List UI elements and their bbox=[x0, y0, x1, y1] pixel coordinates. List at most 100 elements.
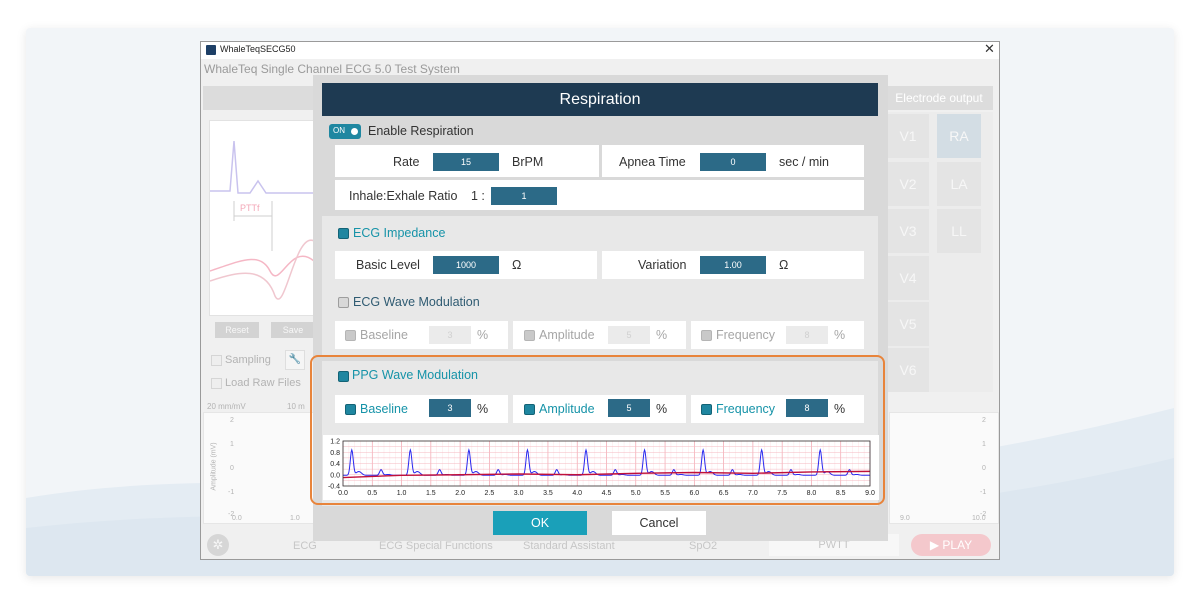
lead-v1[interactable]: V1 bbox=[887, 114, 929, 158]
ppg-frequency-label: Frequency bbox=[716, 402, 776, 416]
tab-ecg-special-functions[interactable]: ECG Special Functions bbox=[379, 540, 493, 552]
ecg-amplitude-input[interactable]: 5 bbox=[608, 326, 650, 344]
ppg-frequency-checkbox[interactable] bbox=[701, 404, 712, 415]
ppg-baseline-input[interactable]: 3 bbox=[429, 399, 471, 417]
reset-button[interactable]: Reset bbox=[215, 322, 259, 338]
lead-ll[interactable]: LL bbox=[937, 209, 981, 253]
x-tick-label: 2.0 bbox=[455, 490, 465, 497]
scale-20-option[interactable]: 20 mm/mV bbox=[207, 402, 246, 411]
lead-ra[interactable]: RA bbox=[937, 114, 981, 158]
electrode-grid: V1 V2 V3 V4 V5 V6 RA LA LL bbox=[883, 112, 993, 392]
wrench-icon[interactable]: 🔧 bbox=[285, 350, 305, 370]
ecg-amplitude-row bbox=[513, 321, 686, 349]
tab-standard-assistant[interactable]: Standard Assistant bbox=[523, 540, 615, 552]
x-tick-label: 5.0 bbox=[631, 490, 641, 497]
respiration-toggle[interactable]: ON bbox=[329, 124, 361, 139]
ok-button[interactable]: OK bbox=[493, 511, 587, 535]
ecg-frequency-checkbox[interactable] bbox=[701, 330, 712, 341]
chart-y-ticks: 1.2 0.8 0.4 0.0 -0.4 bbox=[328, 439, 340, 491]
ecg-wave-mod-checkbox[interactable] bbox=[338, 297, 349, 308]
enable-respiration-label: Enable Respiration bbox=[368, 124, 474, 138]
play-button[interactable]: ▶ PLAY bbox=[911, 534, 991, 556]
rate-unit: BrPM bbox=[512, 155, 544, 169]
lead-v6[interactable]: V6 bbox=[887, 348, 929, 392]
apnea-time-unit: sec / min bbox=[779, 155, 830, 169]
lead-v3[interactable]: V3 bbox=[887, 209, 929, 253]
ppg-frequency-input[interactable]: 8 bbox=[786, 399, 828, 417]
apnea-time-input[interactable]: 0 bbox=[700, 153, 766, 171]
rate-input[interactable]: 15 bbox=[433, 153, 499, 171]
y-tick-label: 0.0 bbox=[330, 472, 340, 479]
ppg-baseline-checkbox[interactable] bbox=[345, 404, 356, 415]
x-tick-label: 3.0 bbox=[514, 490, 524, 497]
save-button[interactable]: Save bbox=[271, 322, 315, 338]
tab-spo2[interactable]: SpO2 bbox=[689, 540, 718, 552]
ecg-baseline-checkbox[interactable] bbox=[345, 330, 356, 341]
ppg-baseline-row bbox=[335, 395, 508, 423]
dialog-title: Respiration bbox=[322, 83, 878, 116]
ratio-row bbox=[335, 180, 864, 210]
y-tick-label: 0.8 bbox=[330, 450, 340, 457]
lead-v5[interactable]: V5 bbox=[887, 302, 929, 346]
left-x-tick: 0.0 bbox=[232, 515, 242, 522]
right-y-tick: -2 bbox=[980, 511, 987, 518]
tab-ecg[interactable]: ECG bbox=[293, 540, 317, 552]
lead-la[interactable]: LA bbox=[937, 162, 981, 206]
variation-label: Variation bbox=[638, 258, 687, 272]
ppg-amplitude-input[interactable]: 5 bbox=[608, 399, 650, 417]
ecg-impedance-label: ECG Impedance bbox=[353, 226, 446, 240]
x-tick-label: 5.5 bbox=[660, 490, 670, 497]
x-tick-label: 6.0 bbox=[689, 490, 699, 497]
ecg-impedance-checkbox[interactable] bbox=[338, 228, 349, 239]
ecg-frequency-unit: % bbox=[834, 328, 846, 342]
variation-input[interactable]: 1.00 bbox=[700, 256, 766, 274]
ecg-baseline-input[interactable]: 3 bbox=[429, 326, 471, 344]
play-label: PLAY bbox=[942, 538, 973, 552]
left-x-tick: 1.0 bbox=[290, 515, 300, 522]
load-raw-checkbox[interactable] bbox=[211, 378, 222, 389]
x-tick-label: 8.5 bbox=[836, 490, 846, 497]
ecg-frequency-input[interactable]: 8 bbox=[786, 326, 828, 344]
x-tick-label: 7.5 bbox=[777, 490, 787, 497]
ptt-preview-panel: PTTf bbox=[209, 120, 315, 316]
amplitude-axis-label: Amplitude (mV) bbox=[210, 442, 218, 491]
ratio-prefix: 1 : bbox=[471, 189, 485, 203]
ecg-amplitude-checkbox[interactable] bbox=[524, 330, 535, 341]
lead-v4[interactable]: V4 bbox=[887, 256, 929, 300]
ppg-amplitude-unit: % bbox=[656, 402, 668, 416]
ecg-baseline-row bbox=[335, 321, 508, 349]
x-tick-label: 3.5 bbox=[543, 490, 553, 497]
y-tick-label: 1.2 bbox=[330, 439, 340, 446]
settings-gear-icon[interactable]: ✲ bbox=[207, 534, 229, 556]
ppg-amplitude-checkbox[interactable] bbox=[524, 404, 535, 415]
ppg-baseline-unit: % bbox=[477, 402, 489, 416]
basic-level-input[interactable]: 1000 bbox=[433, 256, 499, 274]
ecg-baseline-unit: % bbox=[477, 328, 489, 342]
ppg-wave-mod-checkbox[interactable] bbox=[338, 371, 349, 382]
x-tick-label: 1.0 bbox=[397, 490, 407, 497]
app-subtitle: WhaleTeq Single Channel ECG 5.0 Test Sys… bbox=[204, 62, 460, 76]
load-raw-label: Load Raw Files bbox=[225, 377, 301, 389]
basic-level-unit: Ω bbox=[512, 258, 522, 272]
scale-10-option[interactable]: 10 m bbox=[287, 402, 305, 411]
right-y-tick: 2 bbox=[982, 417, 986, 424]
sampling-checkbox[interactable] bbox=[211, 355, 222, 366]
x-tick-label: 7.0 bbox=[748, 490, 758, 497]
left-y-tick: 0 bbox=[230, 465, 234, 472]
cancel-button[interactable]: Cancel bbox=[612, 511, 706, 535]
close-icon[interactable]: ✕ bbox=[984, 41, 995, 56]
ecg-amplitude-label: Amplitude bbox=[539, 328, 595, 342]
ecg-frequency-label: Frequency bbox=[716, 328, 776, 342]
inhale-exhale-label: Inhale:Exhale Ratio bbox=[349, 189, 458, 203]
right-y-tick: 1 bbox=[982, 441, 986, 448]
ratio-input[interactable]: 1 bbox=[491, 187, 557, 205]
ecg-frequency-row bbox=[691, 321, 864, 349]
chart-x-ticks: 0.0 0.5 1.0 1.5 2.0 2.5 3.0 3.5 4.0 4.5 5.0 5.5 6.0 6… bbox=[338, 490, 875, 497]
lead-v2[interactable]: V2 bbox=[887, 162, 929, 206]
x-tick-label: 4.5 bbox=[602, 490, 612, 497]
window-titlebar: WhaleTeqSECG50 ✕ bbox=[201, 42, 999, 59]
ecg-wave-mod-label: ECG Wave Modulation bbox=[353, 295, 480, 309]
ppg-amplitude-label: Amplitude bbox=[539, 402, 595, 416]
variation-unit: Ω bbox=[779, 258, 789, 272]
basic-level-label: Basic Level bbox=[356, 258, 420, 272]
